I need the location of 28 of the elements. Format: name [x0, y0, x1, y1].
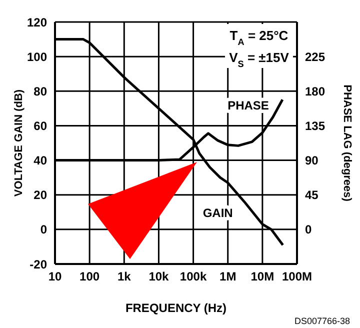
x-tick-label: 10 [48, 270, 62, 284]
y-tick-label: 80 [34, 84, 48, 98]
x-tick-label: 100M [282, 270, 312, 284]
annotation: T$_{A}$ = 25°C [230, 28, 289, 47]
y2-tick-label: 225 [305, 50, 326, 64]
y2-tick-label: 90 [305, 154, 319, 168]
y-tick-label: 100 [26, 50, 48, 64]
y2-tick-label: 135 [305, 118, 326, 133]
x-tick-label: 100 [80, 270, 100, 284]
text: DS007766-38 [294, 316, 350, 326]
x-tick-label: 10k [148, 270, 170, 284]
y2-tick-label: 180 [305, 84, 326, 98]
x-tick-label: 10M [250, 270, 274, 284]
x-tick-label: 1k [117, 270, 132, 284]
y-tick-label: 60 [34, 118, 48, 133]
x-axis-title: FREQUENCY (Hz) [125, 301, 227, 315]
y-tick-label: -20 [30, 257, 48, 272]
x-tick-label: 100k [180, 270, 207, 284]
y-tick-label: 40 [34, 154, 48, 168]
annotation: V$_{S}$ = ±15V [229, 50, 290, 69]
y-tick-label: 20 [34, 188, 48, 202]
y-axis-title: VOLTAGE GAIN (dB) [12, 89, 25, 197]
y2-tick-label: 0 [305, 222, 312, 237]
y2-tick-label: 45 [305, 188, 319, 202]
y-tick-label: 0 [40, 222, 48, 237]
y-tick-label: 120 [26, 15, 48, 30]
y2-axis-title: PHASE LAG (degrees) [341, 84, 354, 202]
x-tick-label: 1M [220, 270, 236, 284]
